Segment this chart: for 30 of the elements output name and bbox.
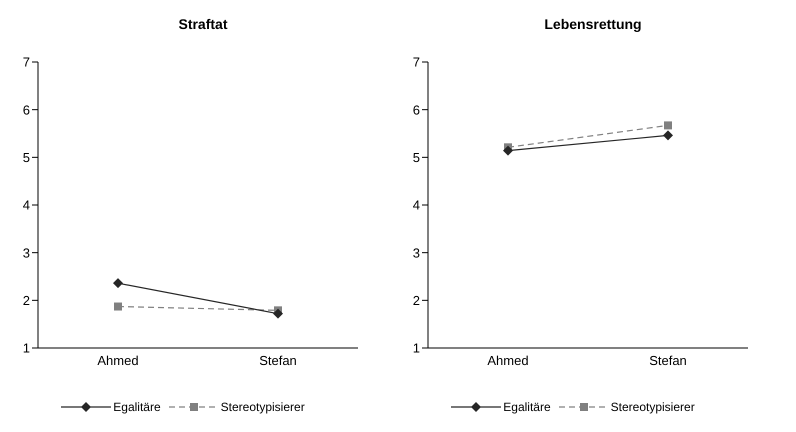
y-tick-label: 1 [412,340,420,356]
legend-label: Stereotypisierer [610,400,695,414]
point [114,302,122,311]
y-tick-label: 2 [412,292,420,308]
x-tick-label: Ahmed [97,353,139,368]
chart-title: Lebensrettung [543,15,643,34]
y-tick-label: 6 [22,102,30,118]
point [663,130,673,140]
point [113,278,123,288]
x-tick-label: Stefan [649,353,687,368]
x-tick-label: Stefan [259,353,297,368]
chart-title: Straftat [177,15,228,34]
point [273,308,283,319]
x-tick-label: Ahmed [487,353,529,368]
y-tick-label: 2 [22,292,30,308]
y-tick-label: 3 [412,245,420,260]
point [503,146,513,156]
y-tick-label: 1 [22,340,30,356]
y-tick-label: 5 [22,150,30,165]
y-tick-label: 6 [412,102,420,118]
y-tick-label: 5 [412,150,420,165]
legend-label: Egalitäre [502,400,551,414]
point [664,121,672,130]
legend-label: Egalitäre [112,400,161,414]
y-tick-label: 7 [412,54,420,70]
y-tick-label: 7 [22,54,30,70]
y-tick-label: 4 [22,198,30,213]
y-tick-label: 4 [412,198,420,213]
legend-label: Stereotypisierer [220,400,305,414]
y-tick-label: 3 [22,245,30,260]
